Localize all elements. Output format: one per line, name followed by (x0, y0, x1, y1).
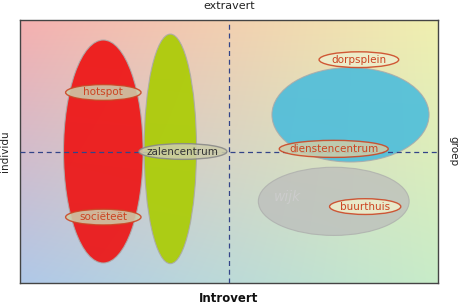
Text: buurthuis: buurthuis (340, 202, 390, 211)
Text: groep: groep (448, 136, 458, 166)
Text: dienstencentrum: dienstencentrum (289, 144, 378, 154)
Ellipse shape (64, 40, 143, 263)
Text: wijk: wijk (274, 190, 301, 204)
Text: sociëteët: sociëteët (79, 212, 127, 222)
Text: dorpsplein: dorpsplein (331, 55, 387, 65)
Text: extravert: extravert (203, 1, 255, 11)
Ellipse shape (319, 52, 399, 68)
Text: individu: individu (0, 131, 10, 172)
Ellipse shape (258, 167, 409, 235)
Ellipse shape (144, 34, 196, 264)
Ellipse shape (330, 199, 401, 215)
Ellipse shape (272, 68, 429, 162)
Ellipse shape (279, 140, 388, 157)
Text: zalencentrum: zalencentrum (147, 147, 219, 156)
Ellipse shape (65, 209, 141, 225)
Text: Introvert: Introvert (199, 292, 259, 305)
Ellipse shape (65, 84, 141, 100)
Ellipse shape (139, 144, 227, 159)
Text: hotspot: hotspot (83, 88, 123, 98)
